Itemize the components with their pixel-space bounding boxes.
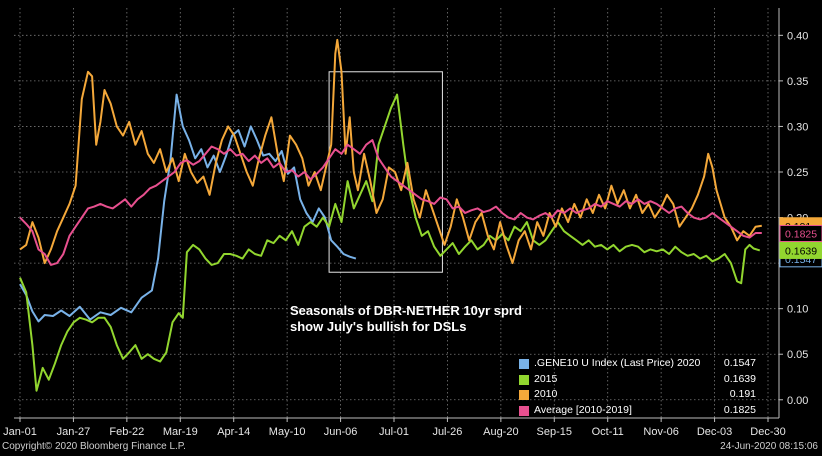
legend-swatch [519,374,529,385]
highlight-box [328,71,443,273]
series-line [19,93,761,392]
legend-label: .GENE10 U Index (Last Price) 2020 [534,357,701,369]
legend-item: 2015 0.1639 [519,372,756,388]
highlight-box-layer [328,71,443,273]
legend-swatch [519,390,529,400]
x-tick-label: Sep-15 [537,426,572,438]
y-tick-label: 0.05 [787,349,808,361]
series-line [19,38,762,265]
legend-label: Average [2010-2019] [534,403,632,416]
y-tick-label: 0.00 [787,395,808,407]
copyright-text: Copyright© 2020 Bloomberg Finance L.P. [2,441,186,452]
legend-value: 0.1547 [723,357,756,369]
y-tick-label: 0.25 [787,167,808,179]
y-tick-label: 0.40 [787,30,808,42]
timestamp-text: 24-Jun-2020 08:15:06 [720,441,818,452]
y-tick-label: 0.30 [787,121,808,133]
series-line [19,139,762,266]
x-tick-label: Jun-06 [324,426,358,438]
legend-swatch [519,359,529,369]
last-value-tag-bg [779,225,822,242]
x-tick-label: Dec-30 [750,426,785,438]
x-tick-label: Nov-06 [643,426,678,438]
last-value-tag-label: 0.1639 [785,245,817,257]
legend-swatch [519,405,529,416]
y-tick-label: 0.10 [787,304,808,316]
legend-value: 0.1639 [723,372,756,385]
x-tick-label: Aug-20 [483,426,518,438]
x-tick-label: May-10 [269,426,306,438]
x-tick-label: Oct-11 [592,426,624,438]
legend-value: 0.1825 [723,403,756,416]
legend-value: 0.191 [729,388,756,400]
x-tick-label: Jan-27 [57,426,91,438]
x-tick-label: Jan-01 [3,426,37,438]
last-value-tag-bg [779,241,822,259]
last-value-tag-label: 0.1825 [785,229,817,241]
x-tick-label: Jul-01 [379,426,409,438]
last-value-tag: 0.1825 [779,225,822,242]
x-axis-ticks: Jan-01 Jan-27 Feb-22 Mar-19 Apr-14 May-10 Jun-… [3,426,786,438]
legend: .GENE10 U Index (Last Price) 2020 0.1547… [519,356,756,420]
x-tick-label: Apr-14 [217,426,250,438]
last-value-tag: 0.1639 [779,241,822,259]
x-tick-label: Feb-22 [109,426,144,438]
x-tick-label: Jul-26 [432,426,462,438]
legend-item: Average [2010-2019] 0.1825 [519,403,756,419]
y-tick-label: 0.35 [787,76,808,88]
series-line [19,93,357,323]
legend-item: .GENE10 U Index (Last Price) 2020 0.1547 [519,356,756,372]
x-tick-label: Dec-03 [697,426,732,438]
legend-item: 2010 0.191 [519,387,756,403]
legend-label: 2010 [534,388,558,400]
legend-label: 2015 [534,372,558,385]
x-tick-label: Mar-19 [163,426,198,438]
chart-annotation: Seasonals of DBR-NETHER 10yr sprd show J… [290,303,522,334]
series-lines [19,38,762,392]
